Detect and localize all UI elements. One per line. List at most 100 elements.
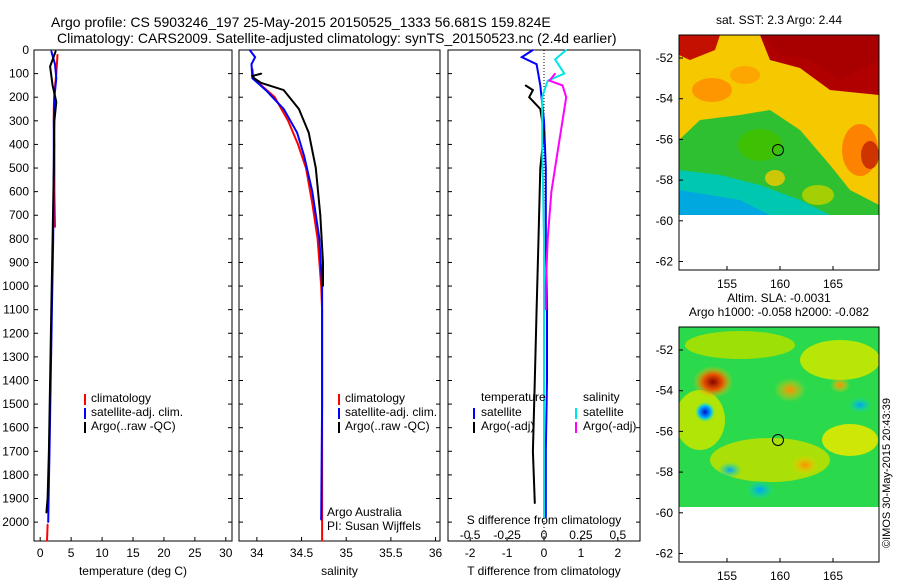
lon-tick-label: 160: [770, 569, 790, 580]
x2-tick-label: 0.5: [610, 528, 627, 542]
series-line: [524, 84, 546, 504]
data-point: [554, 58, 556, 61]
y-tick-label: 800: [9, 232, 29, 246]
plot-frame: [33, 49, 233, 542]
y-tick-label: 1300: [2, 350, 29, 364]
data-point: [554, 72, 556, 75]
data-point: [545, 308, 547, 311]
data-point: [307, 131, 310, 134]
data-point: [250, 63, 253, 65]
salinity-panel: 34 34.5 35 35.5 36 salinity: [238, 49, 443, 578]
data-point: [50, 50, 53, 52]
x-tick-label: 0: [541, 546, 548, 560]
y-tick-label: 1400: [2, 373, 29, 387]
y-tick-label: 1000: [2, 279, 29, 293]
data-point: [546, 238, 549, 240]
salinity-legend: climatology satellite-adj. clim. Argo(..…: [338, 391, 437, 433]
data-point: [563, 72, 566, 75]
y-tick-label: 300: [9, 114, 29, 128]
x-tick-label: 0: [37, 546, 44, 560]
data-point: [565, 49, 567, 51]
lat-tick-label: -62: [656, 547, 674, 561]
x-tick-label: 2: [615, 546, 622, 560]
x-tick-label: 15: [126, 546, 140, 560]
data-point: [541, 96, 543, 99]
data-point: [548, 79, 551, 82]
y-tick-label: 500: [9, 161, 29, 175]
lat-tick-label: -58: [656, 465, 674, 479]
lon-tick-label: 160: [770, 277, 790, 291]
data-point: [49, 379, 51, 382]
x-tick-label: 35.5: [379, 546, 403, 560]
series-line: [250, 72, 324, 287]
lon-tick-label: 155: [717, 277, 737, 291]
temperature-legend: climatology satellite-adj. clim. Argo(..…: [84, 391, 183, 433]
data-point: [315, 167, 317, 169]
series-line: [251, 68, 324, 541]
data-point: [282, 108, 285, 110]
data-point: [543, 238, 545, 240]
credit-pi: PI: Susan Wijffels: [327, 519, 421, 533]
legend-argo-raw-2: Argo(..raw -QC): [345, 419, 430, 433]
data-point: [311, 190, 314, 193]
figure-title-line1: Argo profile: CS 5903246_197 25-May-2015…: [51, 14, 551, 30]
y-tick-label: 700: [9, 208, 29, 222]
data-point: [533, 379, 536, 382]
legend-salinity-heading: salinity: [583, 390, 620, 404]
sst-map-title: sat. SST: 2.3 Argo: 2.44: [716, 13, 842, 27]
data-point: [319, 214, 322, 217]
data-point: [282, 89, 285, 91]
x-tick-label: -1: [502, 546, 513, 560]
data-point: [296, 131, 298, 134]
legend-satellite-adj: satellite-adj. clim.: [91, 405, 183, 419]
data-point: [322, 285, 324, 287]
data-point: [303, 155, 306, 158]
data-point: [51, 238, 54, 240]
x2-tick-label: 0: [541, 528, 548, 542]
temperature-panel: 0100200300400500600700800900100011001200…: [2, 43, 233, 578]
y-tick-label: 1700: [2, 444, 29, 458]
data-point: [287, 120, 289, 122]
plot-frame: [238, 49, 441, 542]
series-line: [544, 72, 568, 310]
x-tick-label: -2: [465, 546, 476, 560]
legend-argo-raw: Argo(..raw -QC): [91, 419, 176, 433]
lon-tick-label: 155: [717, 569, 737, 580]
data-point: [539, 167, 542, 169]
x-tick-label: 36: [429, 546, 443, 560]
x-tick-label: 35: [340, 546, 354, 560]
sla-map-title-1: Altim. SLA: -0.0031: [727, 291, 831, 305]
legend-climatology-2: climatology: [345, 391, 405, 405]
data-point: [251, 75, 254, 77]
data-point: [539, 84, 542, 87]
data-point: [539, 108, 542, 110]
y-tick-label: 400: [9, 137, 29, 151]
lon-tick-label: 165: [823, 277, 843, 291]
data-point: [532, 89, 534, 91]
data-point: [537, 238, 540, 240]
legend-temp-satellite: satellite: [481, 405, 522, 419]
data-point: [532, 49, 534, 51]
data-point: [46, 523, 49, 526]
data-point: [55, 77, 58, 80]
data-point: [54, 50, 57, 52]
lat-tick-label: -60: [656, 506, 674, 520]
y-tick-label: 600: [9, 185, 29, 199]
data-point: [273, 96, 276, 99]
data-point: [321, 403, 323, 405]
lat-tick-label: -62: [656, 255, 674, 269]
data-point: [545, 167, 547, 169]
x-tick-label: 34: [250, 546, 264, 560]
difference-legend: temperature satellite Argo(-adj) salinit…: [473, 390, 636, 433]
argo-float-position-marker-sla: [772, 434, 784, 446]
data-point: [550, 190, 553, 193]
legend-sal-argo-adj: Argo(-adj): [583, 419, 636, 433]
legend-temp-argo-adj: Argo(-adj): [481, 419, 534, 433]
y-tick-label: 900: [9, 255, 29, 269]
sst-map: sat. SST: 2.3 Argo: 2.44 -52 -54 -56 -58 -60…: [656, 13, 880, 291]
data-point: [541, 143, 543, 146]
data-point: [49, 65, 51, 68]
legend-satellite-adj-2: satellite-adj. clim.: [345, 405, 437, 419]
y-tick-label: 200: [9, 90, 29, 104]
y-tick-label: 0: [22, 43, 29, 57]
